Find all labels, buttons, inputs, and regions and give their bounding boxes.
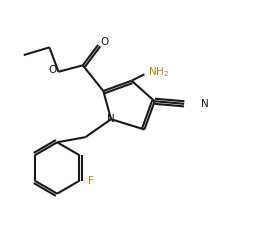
Text: O: O (101, 37, 109, 47)
Text: N: N (107, 114, 115, 124)
Text: N: N (201, 99, 208, 109)
Text: NH$_2$: NH$_2$ (148, 65, 169, 79)
Text: F: F (88, 176, 94, 186)
Text: O: O (49, 66, 57, 75)
